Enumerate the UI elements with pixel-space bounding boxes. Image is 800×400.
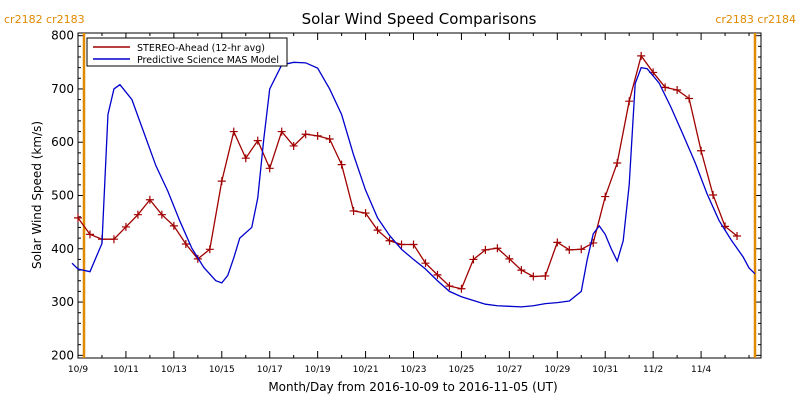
y-tick-label: 400 (51, 242, 74, 256)
stereo-ahead-point (733, 231, 742, 240)
x-tick-label: 10/21 (353, 365, 379, 375)
stereo-ahead-point (673, 86, 682, 95)
stereo-ahead-point (85, 230, 94, 239)
x-tick-label: 10/13 (161, 365, 187, 375)
stereo-ahead-point (217, 177, 226, 186)
stereo-ahead-point (265, 164, 274, 173)
stereo-ahead-point (289, 141, 298, 150)
stereo-ahead-point (205, 245, 214, 254)
stereo-ahead-point (397, 240, 406, 249)
rotation-label-left: cr2182 cr2183 (4, 13, 85, 26)
stereo-ahead-point (493, 244, 502, 253)
y-tick-label: 800 (51, 29, 74, 43)
stereo-ahead-point (349, 206, 358, 215)
stereo-ahead-point (169, 221, 178, 230)
stereo-ahead-point (505, 254, 514, 263)
stereo-ahead-point (541, 271, 550, 280)
stereo-ahead-point (553, 238, 562, 247)
stereo-ahead-point (601, 192, 610, 201)
stereo-ahead-point (313, 131, 322, 140)
legend-label-stereo: STEREO-Ahead (12-hr avg) (137, 43, 265, 54)
x-tick-label: 10/11 (113, 365, 139, 375)
stereo-ahead-point (421, 259, 430, 268)
x-tick-label: 10/15 (209, 365, 235, 375)
x-tick-label: 10/17 (257, 365, 283, 375)
stereo-ahead-point (709, 190, 718, 199)
stereo-ahead-point (74, 213, 82, 222)
stereo-ahead-point (157, 210, 166, 219)
stereo-ahead-point (481, 245, 490, 254)
x-tick-label: 10/27 (496, 365, 522, 375)
y-tick-label: 200 (51, 348, 74, 362)
x-tick-label: 10/23 (401, 365, 427, 375)
stereo-ahead-point (145, 195, 154, 204)
x-tick-label: 10/29 (544, 365, 570, 375)
stereo-ahead-point (121, 222, 130, 231)
stereo-ahead-point (337, 160, 346, 169)
stereo-ahead-point (181, 239, 190, 248)
stereo-ahead-point (469, 255, 478, 264)
legend-label-mas: Predictive Science MAS Model (137, 55, 279, 66)
stereo-ahead-point (361, 209, 370, 218)
stereo-ahead-point (685, 94, 694, 103)
stereo-ahead-point (109, 235, 118, 244)
y-tick-label: 700 (51, 82, 74, 96)
stereo-ahead-point (445, 282, 454, 291)
stereo-ahead-point (565, 245, 574, 254)
stereo-ahead-point (661, 83, 670, 92)
x-tick-label: 11/4 (691, 365, 711, 375)
x-tick-label: 10/25 (448, 365, 474, 375)
stereo-ahead-point (385, 236, 394, 245)
stereo-ahead-point (325, 135, 334, 144)
x-tick-label: 11/2 (643, 365, 663, 375)
stereo-ahead-point (277, 127, 286, 136)
mas-model-line (71, 61, 756, 308)
stereo-ahead-point (229, 127, 238, 136)
stereo-ahead-point (409, 240, 418, 249)
stereo-ahead-point (133, 210, 142, 219)
plot-area: 200 300 400 500 600 700 800 10/9 10/11 10/13 10/15… (51, 29, 762, 375)
stereo-ahead-point (613, 159, 622, 167)
stereo-ahead-point (697, 146, 706, 155)
x-tick-label: 10/19 (305, 365, 331, 375)
stereo-ahead-point (253, 136, 262, 145)
legend-box (86, 37, 288, 67)
x-tick-label: 10/9 (68, 365, 88, 375)
stereo-ahead-point (301, 130, 310, 139)
stereo-ahead-point (373, 226, 382, 235)
stereo-ahead-line (77, 54, 738, 290)
stereo-ahead-point (241, 154, 250, 163)
rotation-label-right: cr2183 cr2184 (715, 13, 796, 26)
chart-title: Solar Wind Speed Comparisons (302, 10, 537, 28)
legend: STEREO-Ahead (12-hr avg) Predictive Scie… (86, 37, 288, 67)
y-tick-label: 600 (51, 135, 74, 149)
y-tick-label: 500 (51, 189, 74, 203)
y-tick-label: 300 (51, 295, 74, 309)
y-axis-title: Solar Wind Speed (km/s) (30, 121, 44, 269)
stereo-ahead-point (433, 270, 442, 279)
stereo-ahead-point (577, 245, 586, 254)
stereo-ahead-point (625, 97, 634, 106)
stereo-ahead-point (529, 272, 538, 281)
x-axis-title: Month/Day from 2016-10-09 to 2016-11-05 … (268, 380, 557, 394)
x-tick-label: 10/31 (592, 365, 618, 375)
stereo-ahead-point (637, 51, 646, 60)
stereo-ahead-point (517, 266, 526, 275)
stereo-ahead-point (457, 284, 466, 293)
